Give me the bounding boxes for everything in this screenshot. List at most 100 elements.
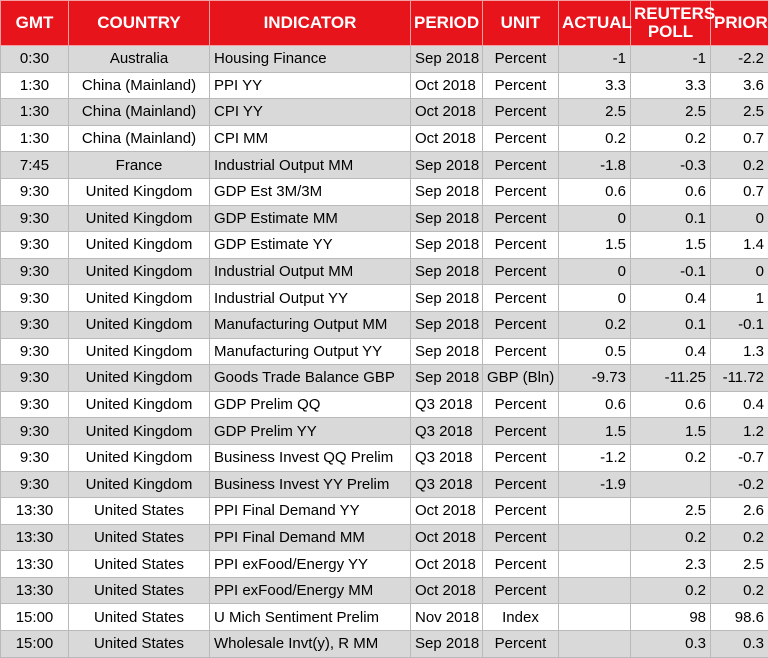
table-cell: Manufacturing Output MM [209,310,411,339]
table-cell: 0 [558,284,631,312]
table-cell: Percent [482,337,559,366]
table-cell: GDP Estimate YY [209,231,411,259]
table-cell: Percent [482,124,559,153]
table-cell: 13:30 [0,550,69,578]
table-cell: 9:30 [0,390,69,419]
table-cell: United Kingdom [68,284,210,312]
table-cell: 1.5 [558,417,631,445]
table-cell: Nov 2018 [410,603,483,632]
table-cell: United Kingdom [68,443,210,472]
table-cell: 0.2 [710,576,768,605]
table-cell: Business Invest YY Prelim [209,470,411,499]
table-cell: 1.4 [710,231,768,259]
table-cell: 1.5 [630,231,711,259]
table-row: 1:30 China (Mainland) CPI YY Oct 2018 Percen… [0,98,768,126]
table-cell: 0.2 [630,576,711,605]
table-row: 9:30 United Kingdom GDP Estimate MM Sep 201… [0,204,768,233]
table-cell: United States [68,603,210,632]
table-cell: 3.3 [630,71,711,100]
table-cell: 2.5 [710,550,768,578]
table-cell: 0.2 [558,124,631,153]
table-cell [558,550,631,578]
table-cell: 0.2 [630,124,711,153]
table-row: 13:30 United States PPI Final Demand YY Oct… [0,497,768,525]
table-cell: Sep 2018 [410,45,483,73]
table-row: 15:00 United States Wholesale Invt(y), R M… [0,630,768,658]
table-cell: Oct 2018 [410,576,483,605]
table-row: 15:00 United States U Mich Sentiment Preli… [0,603,768,632]
table-cell: Percent [482,284,559,312]
table-cell: 13:30 [0,523,69,552]
table-cell: Sep 2018 [410,177,483,206]
table-cell: 2.6 [710,497,768,525]
table-cell [558,630,631,658]
table-cell: -0.3 [630,151,711,179]
table-cell: 3.6 [710,71,768,100]
table-cell: Percent [482,231,559,259]
table-cell: Index [482,603,559,632]
table-cell: Sep 2018 [410,151,483,179]
table-cell: 0.1 [630,204,711,233]
column-header: COUNTRY [68,0,210,46]
table-cell: 0.7 [710,124,768,153]
table-cell: 2.5 [558,98,631,126]
table-cell: France [68,151,210,179]
table-cell: -1.9 [558,470,631,499]
table-cell: 2.3 [630,550,711,578]
table-cell: Oct 2018 [410,124,483,153]
table-cell: -0.2 [710,470,768,499]
column-header: GMT [0,0,69,46]
table-cell: 1:30 [0,124,69,153]
table-row: 7:45 France Industrial Output MM Sep 2018 Pe… [0,151,768,179]
table-cell [558,523,631,552]
table-cell: -2.2 [710,45,768,73]
table-cell: -0.1 [630,257,711,286]
table-cell: 2.5 [630,98,711,126]
table-cell: Q3 2018 [410,390,483,419]
table-cell: Oct 2018 [410,550,483,578]
table-cell: United Kingdom [68,417,210,445]
table-cell: -1.8 [558,151,631,179]
table-row: 9:30 United Kingdom GDP Est 3M/3M Sep 2018 P… [0,177,768,206]
table-cell: 9:30 [0,470,69,499]
table-cell: 0 [710,257,768,286]
table-cell: 9:30 [0,337,69,366]
table-cell: GDP Prelim QQ [209,390,411,419]
table-cell: Sep 2018 [410,310,483,339]
table-cell: Australia [68,45,210,73]
table-cell: -1.2 [558,443,631,472]
table-cell: GBP (Bln) [482,364,559,392]
table-cell: 0.6 [558,390,631,419]
table-cell: 0.4 [630,284,711,312]
table-cell: 0.4 [630,337,711,366]
table-cell: 15:00 [0,630,69,658]
table-cell: United States [68,576,210,605]
table-cell: GDP Estimate MM [209,204,411,233]
table-cell: CPI MM [209,124,411,153]
column-header: UNIT [482,0,559,46]
table-cell: -0.7 [710,443,768,472]
table-cell: 0.7 [710,177,768,206]
table-row: 13:30 United States PPI exFood/Energy YY Oc… [0,550,768,578]
table-cell: 7:45 [0,151,69,179]
table-cell: Business Invest QQ Prelim [209,443,411,472]
column-header: INDICATOR [209,0,411,46]
table-cell: Sep 2018 [410,630,483,658]
table-cell: 2.5 [630,497,711,525]
table-cell: Q3 2018 [410,417,483,445]
table-row: 9:30 United Kingdom GDP Prelim QQ Q3 2018 Pe… [0,390,768,419]
table-cell: PPI Final Demand YY [209,497,411,525]
table-cell: 9:30 [0,204,69,233]
table-cell: 0.1 [630,310,711,339]
table-cell: -11.72 [710,364,768,392]
table-cell: 9:30 [0,417,69,445]
table-cell: PPI exFood/Energy MM [209,576,411,605]
table-cell: United States [68,523,210,552]
table-cell: 9:30 [0,177,69,206]
table-cell: 1.5 [630,417,711,445]
table-cell: 3.3 [558,71,631,100]
table-cell: United Kingdom [68,177,210,206]
table-cell: CPI YY [209,98,411,126]
table-cell: 1:30 [0,71,69,100]
